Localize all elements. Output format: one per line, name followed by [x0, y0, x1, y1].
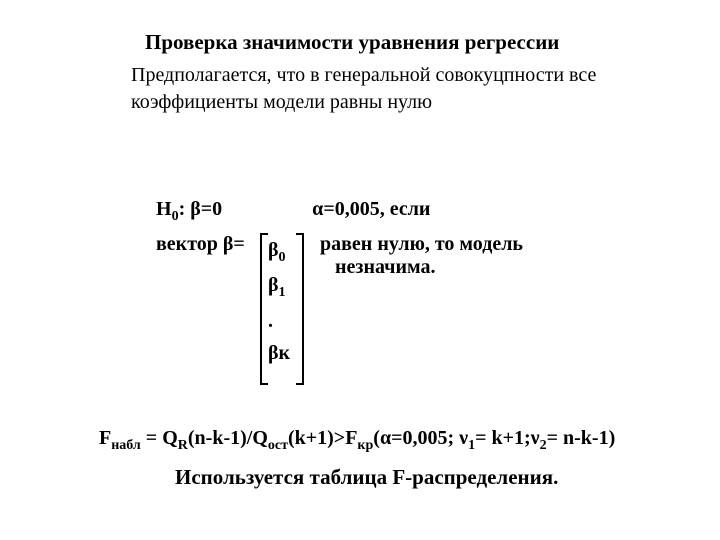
- bracket-right: [296, 233, 304, 385]
- vector-el-1: β1: [268, 269, 290, 304]
- h0-h: H: [156, 198, 172, 220]
- vector-el-2: .: [268, 305, 290, 337]
- h0-left: H0: β=0: [156, 198, 222, 225]
- vector-rhs-1: равен нулю, то модель: [320, 233, 523, 256]
- vector-rhs-2: незначима.: [335, 256, 435, 279]
- subtitle-text: Предполагается, что в генеральной совоку…: [131, 62, 671, 116]
- bracket-left: [260, 233, 268, 385]
- vector-label: вектор β=: [156, 233, 245, 256]
- h0-right: α=0,005, если: [312, 198, 430, 221]
- vector-el-3: βк: [268, 337, 290, 369]
- h0-rest: : β=0: [179, 198, 223, 220]
- vector-el-0: β0: [268, 234, 290, 269]
- h0-sub: 0: [172, 209, 179, 224]
- hypothesis-line: H0: β=0 α=0,005, если: [156, 198, 430, 225]
- footer-text: Используется таблица F-распределения.: [175, 465, 558, 490]
- vector-column: β0 β1 . βк: [268, 234, 290, 369]
- page-title: Проверка значимости уравнения регрессии: [145, 30, 559, 55]
- f-formula: Fнабл = QR(n-k-1)/Qост(k+1)>Fкр(α=0,005;…: [99, 427, 615, 454]
